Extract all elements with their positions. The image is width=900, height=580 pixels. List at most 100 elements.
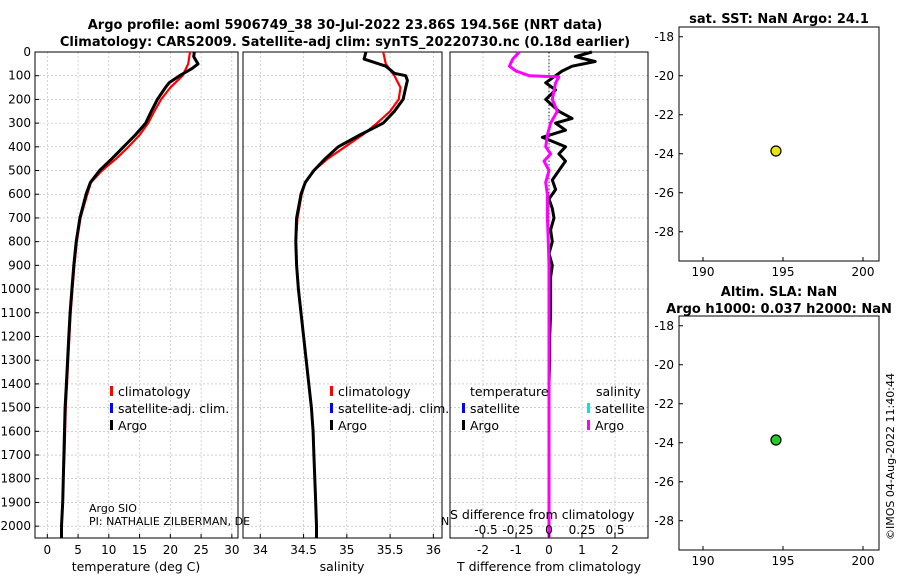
legend-label-temp-satellite: satellite <box>470 401 520 416</box>
y-tick-label: -18 <box>654 30 674 44</box>
y-tick-label: 1500 <box>0 401 31 415</box>
sla-axes-frame <box>678 315 880 551</box>
x-tick-label: 15 <box>132 543 147 557</box>
series-line-salinity-argo <box>507 50 561 538</box>
y-tick-label: 100 <box>8 69 31 83</box>
x-tick-label: 190 <box>692 554 715 568</box>
y-tick-label: -22 <box>654 108 674 122</box>
y-tick-label: -20 <box>654 69 674 83</box>
y-tick-label: -28 <box>654 514 674 528</box>
pi-label: PI: NATHALIE ZILBERMAN, DE <box>89 515 250 528</box>
difference-legend: temperature salinity satellite Argo sate… <box>462 384 645 433</box>
y-tick-label: 200 <box>8 92 31 106</box>
legend-swatch-satellite <box>330 403 333 413</box>
temperature-xlabel: temperature (deg C) <box>72 559 201 574</box>
y-tick-label: -22 <box>654 397 674 411</box>
salinity-xlabel: salinity <box>320 559 365 574</box>
x-tick-label: -2 <box>477 543 489 557</box>
y-tick-label: 300 <box>8 116 31 130</box>
y-tick-label: 1800 <box>0 472 31 486</box>
y-tick-label: 1200 <box>0 329 31 343</box>
x-tick-label: 2 <box>611 543 619 557</box>
x-tick-label: 5 <box>74 543 82 557</box>
s-tick-label: 0.25 <box>569 523 596 537</box>
legend-swatch-temp-satellite <box>462 403 465 413</box>
x-tick-label: 0 <box>545 543 553 557</box>
s-difference-label: S difference from climatology <box>450 507 635 522</box>
argo-sio-label: Argo SIO <box>89 502 137 515</box>
figure-title-line1: Argo profile: aoml 5906749_38 30-Jul-202… <box>88 18 603 33</box>
s-tick-label: 0.5 <box>605 523 624 537</box>
x-tick-label: 34 <box>253 543 268 557</box>
sla-map-panel: Altim. SLA: NaN Argo h1000: 0.037 h2000:… <box>654 285 891 568</box>
figure-title-line2: Climatology: CARS2009. Satellite-adj cli… <box>60 35 630 50</box>
y-tick-label: 1900 <box>0 495 31 509</box>
x-tick-label: 200 <box>852 265 875 279</box>
y-tick-label: -26 <box>654 186 674 200</box>
x-tick-label: 36 <box>426 543 441 557</box>
x-tick-label: 10 <box>101 543 116 557</box>
x-tick-label: 195 <box>772 265 795 279</box>
y-tick-label: 400 <box>8 140 31 154</box>
legend-label-climatology: climatology <box>118 384 191 399</box>
salinity-legend: climatology satellite-adj. clim. Argo <box>330 384 449 433</box>
sst-axes-frame <box>678 26 880 262</box>
y-tick-label: 1100 <box>0 306 31 320</box>
legend-label-argo: Argo <box>338 418 367 433</box>
legend-label-sal-satellite: satellite <box>595 401 645 416</box>
legend-swatch-sal-argo <box>587 420 590 430</box>
x-tick-label: 190 <box>692 265 715 279</box>
n-fragment: N <box>441 515 449 528</box>
legend-label-satellite: satellite-adj. clim. <box>118 401 229 416</box>
legend-swatch-climatology <box>330 386 333 396</box>
y-tick-label: -18 <box>654 319 674 333</box>
x-tick-label: 0 <box>43 543 51 557</box>
x-tick-label: 30 <box>224 543 239 557</box>
temperature-legend: climatology satellite-adj. clim. Argo <box>110 384 229 433</box>
y-tick-label: 500 <box>8 164 31 178</box>
legend-label-climatology: climatology <box>338 384 411 399</box>
y-tick-label: -24 <box>654 436 674 450</box>
y-tick-label: 1600 <box>0 424 31 438</box>
y-tick-label: 1000 <box>0 282 31 296</box>
y-tick-label: 0 <box>23 45 31 59</box>
x-tick-label: -1 <box>510 543 522 557</box>
legend-label-temp-argo: Argo <box>470 418 499 433</box>
x-tick-label: 195 <box>772 554 795 568</box>
x-tick-label: 1 <box>578 543 586 557</box>
x-tick-label: 25 <box>193 543 208 557</box>
sla-title-line2: Argo h1000: 0.037 h2000: NaN <box>666 302 892 317</box>
series-line-climatology <box>60 51 192 538</box>
y-tick-label: 1300 <box>0 353 31 367</box>
y-tick-label: 2000 <box>0 519 31 533</box>
y-tick-label: 800 <box>8 235 31 249</box>
y-tick-label: 700 <box>8 211 31 225</box>
y-tick-label: 1700 <box>0 448 31 462</box>
y-tick-label: -26 <box>654 475 674 489</box>
difference-panel: -2 -1 0 1 2 T difference from climatology N … <box>441 50 649 574</box>
y-tick-label: 1400 <box>0 377 31 391</box>
x-tick-label: 35 <box>339 543 354 557</box>
temperature-axes-frame <box>34 51 239 539</box>
difference-xlabel: T difference from climatology <box>456 559 642 574</box>
legend-swatch-climatology <box>110 386 113 396</box>
legend-swatch-sal-satellite <box>587 403 590 413</box>
legend-label-argo: Argo <box>118 418 147 433</box>
s-tick-label: -0.25 <box>502 523 533 537</box>
legend-swatch-argo <box>330 420 333 430</box>
salinity-axes-frame <box>242 51 443 539</box>
x-tick-label: 35.5 <box>377 543 404 557</box>
x-tick-label: 34.5 <box>290 543 317 557</box>
legend-label-satellite: satellite-adj. clim. <box>338 401 449 416</box>
legend-swatch-argo <box>110 420 113 430</box>
sla-title-line1: Altim. SLA: NaN <box>721 285 837 300</box>
legend-heading-temperature: temperature <box>470 384 549 399</box>
y-tick-label: -28 <box>654 225 674 239</box>
x-tick-label: 200 <box>852 554 875 568</box>
legend-heading-salinity: salinity <box>596 384 641 399</box>
y-tick-label: 900 <box>8 258 31 272</box>
float-position-marker <box>770 434 782 446</box>
y-tick-label: 600 <box>8 187 31 201</box>
legend-swatch-temp-argo <box>462 420 465 430</box>
